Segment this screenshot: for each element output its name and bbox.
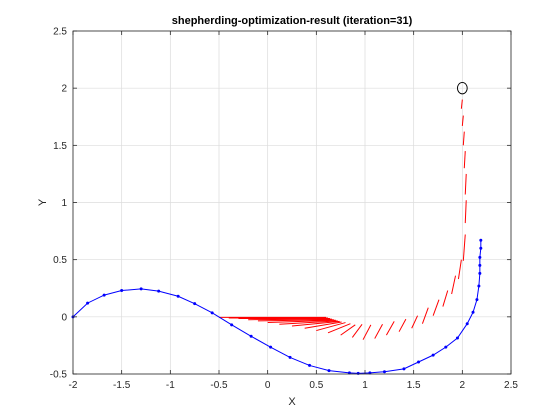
path-point (139, 287, 143, 291)
segment-series (219, 99, 467, 340)
path-point (444, 345, 448, 349)
y-axis-label: Y (37, 198, 49, 206)
path-point (382, 370, 386, 374)
goal-marker (457, 81, 468, 95)
path-point (230, 323, 234, 327)
chart-title: shepherding-optimization-result (iterati… (172, 15, 413, 27)
path-point (193, 302, 197, 306)
y-tick-label: 1.5 (53, 141, 67, 152)
grid (72, 30, 512, 375)
path-point (455, 336, 459, 340)
path-point (157, 289, 161, 293)
direction-segment (411, 315, 419, 329)
path-point (479, 246, 483, 250)
direction-segment (291, 320, 340, 327)
path-point (471, 310, 475, 314)
direction-segment (442, 290, 449, 307)
x-tick-label: -0.5 (210, 380, 228, 391)
path-point (478, 255, 482, 259)
direction-segment (385, 321, 395, 336)
path-point (327, 369, 331, 373)
direction-segment (462, 131, 465, 146)
path-point (477, 284, 481, 288)
direction-segment (398, 318, 407, 332)
x-tick-label: 2.5 (504, 380, 518, 391)
x-tick-label: -1.5 (113, 380, 131, 391)
y-tick-label: -0.5 (50, 370, 68, 381)
direction-segment (327, 323, 351, 334)
direction-segment (432, 299, 440, 316)
path-point (465, 322, 469, 326)
direction-segment (304, 321, 342, 329)
path-point (210, 311, 214, 315)
x-tick-label: -1 (166, 380, 175, 391)
direction-segment (460, 99, 463, 109)
path-point (417, 360, 421, 364)
x-tick-label: 0.5 (309, 380, 323, 391)
x-tick-label: -2 (69, 380, 78, 391)
axis-ticks (72, 30, 512, 375)
path-series (71, 238, 483, 375)
path-point (431, 353, 435, 357)
path-point (86, 301, 90, 305)
direction-segment (374, 324, 383, 339)
x-tick-label: 1.5 (407, 380, 421, 391)
path-point (269, 345, 273, 349)
y-tick-label: 0.5 (53, 255, 67, 266)
direction-segment (257, 319, 334, 322)
direction-segment (248, 318, 332, 321)
x-tick-label: 2 (460, 380, 466, 391)
direction-segment (362, 324, 372, 340)
direction-segment (451, 275, 457, 295)
direction-segment (340, 324, 356, 336)
direction-segment (279, 320, 338, 325)
path-point (102, 293, 106, 297)
x-tick-labels: -2 -1.5 -1 -0.5 0 0.5 1 1.5 2 2.5 (69, 380, 519, 391)
path-point (288, 355, 292, 359)
direction-segment (351, 323, 363, 338)
path-line (72, 240, 482, 374)
direction-segment (421, 307, 429, 324)
goal-circle (457, 81, 468, 95)
path-point (176, 294, 180, 298)
path-point (402, 367, 406, 371)
y-tick-label: 0 (61, 312, 67, 323)
path-point (356, 371, 360, 375)
direction-segment (461, 115, 464, 126)
x-tick-label: 0 (265, 380, 271, 391)
y-tick-label: 1 (61, 198, 67, 209)
y-tick-label: 2.5 (53, 27, 67, 38)
path-point (308, 363, 312, 367)
direction-segment (464, 200, 467, 224)
direction-segment (316, 322, 346, 332)
direction-segment (267, 319, 336, 324)
path-point (478, 263, 482, 267)
direction-segment (464, 173, 467, 195)
path-point (249, 334, 253, 338)
y-tick-labels: -0.5 0 0.5 1 1.5 2 2.5 (50, 27, 68, 381)
direction-segment (457, 259, 462, 280)
path-point (475, 298, 479, 302)
path-point (120, 289, 124, 293)
x-axis-label: X (288, 396, 296, 408)
direction-segment (462, 234, 466, 261)
path-point (479, 238, 483, 242)
x-tick-label: 1 (362, 380, 368, 391)
path-point (478, 271, 482, 275)
y-tick-label: 2 (61, 84, 67, 95)
direction-segment (463, 151, 466, 169)
